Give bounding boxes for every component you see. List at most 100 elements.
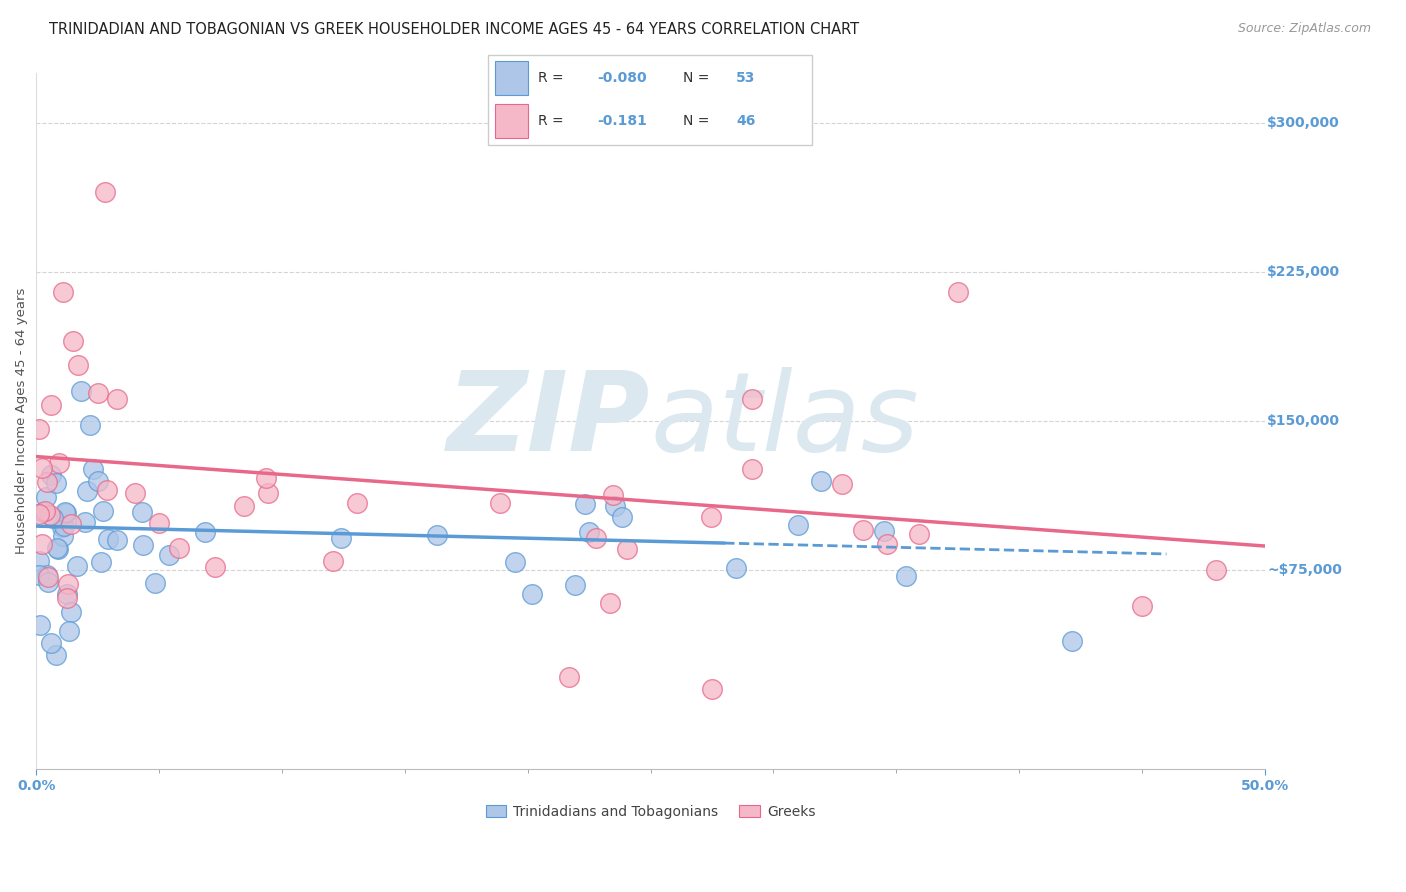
- Text: R =: R =: [538, 114, 564, 128]
- Point: [31, 537, 53, 551]
- Point: [39, 636, 62, 650]
- Point: [56, 577, 79, 591]
- Point: [91, 504, 114, 518]
- Text: 46: 46: [737, 114, 755, 128]
- Point: [45, 541, 67, 555]
- Point: [256, 471, 278, 485]
- Point: [62, 334, 84, 349]
- Text: $225,000: $225,000: [1267, 265, 1340, 278]
- Point: [599, 596, 621, 610]
- Point: [522, 587, 544, 601]
- Point: [578, 524, 600, 539]
- Point: [31, 505, 53, 519]
- Point: [31, 461, 53, 475]
- Text: Source: ZipAtlas.com: Source: ZipAtlas.com: [1237, 22, 1371, 36]
- Text: atlas: atlas: [651, 368, 920, 475]
- Bar: [495, 104, 529, 138]
- Point: [28, 422, 51, 436]
- Text: ZIP: ZIP: [447, 368, 651, 475]
- Point: [124, 486, 146, 500]
- Point: [94, 186, 117, 200]
- Point: [557, 670, 579, 684]
- Point: [194, 524, 217, 539]
- Point: [257, 485, 280, 500]
- Point: [585, 531, 607, 545]
- Point: [41, 398, 63, 412]
- Point: [131, 505, 153, 519]
- Point: [873, 524, 896, 538]
- Text: ~$75,000: ~$75,000: [1267, 563, 1343, 577]
- Point: [907, 526, 929, 541]
- Point: [58, 624, 80, 639]
- Point: [610, 510, 633, 524]
- Point: [87, 386, 110, 401]
- Point: [34, 504, 56, 518]
- Point: [28, 568, 51, 582]
- Point: [426, 528, 449, 542]
- Point: [52, 529, 75, 543]
- Point: [148, 516, 170, 531]
- Text: $300,000: $300,000: [1267, 116, 1340, 129]
- Text: $150,000: $150,000: [1267, 414, 1340, 428]
- Point: [852, 523, 875, 537]
- Point: [105, 533, 128, 547]
- Point: [66, 558, 89, 573]
- Point: [232, 499, 254, 513]
- Point: [700, 682, 723, 697]
- Legend: Trinidadians and Tobagonians, Greeks: Trinidadians and Tobagonians, Greeks: [479, 799, 821, 824]
- Point: [67, 358, 90, 372]
- Point: [37, 475, 59, 489]
- Point: [96, 483, 118, 497]
- Point: [488, 496, 510, 510]
- Point: [700, 510, 723, 524]
- Point: [131, 538, 153, 552]
- Point: [1062, 633, 1084, 648]
- Point: [741, 462, 763, 476]
- Point: [48, 457, 70, 471]
- Point: [60, 606, 83, 620]
- Point: [787, 517, 810, 532]
- Point: [1205, 563, 1227, 577]
- Text: N =: N =: [683, 114, 710, 128]
- Y-axis label: Householder Income Ages 45 - 64 years: Householder Income Ages 45 - 64 years: [15, 287, 28, 554]
- Text: N =: N =: [683, 70, 710, 85]
- Point: [75, 516, 97, 530]
- Point: [45, 648, 67, 663]
- Text: R =: R =: [538, 70, 564, 85]
- Point: [574, 497, 596, 511]
- Point: [322, 554, 344, 568]
- Bar: [495, 61, 529, 95]
- Point: [605, 499, 627, 513]
- Point: [55, 506, 77, 520]
- Point: [45, 476, 67, 491]
- Point: [946, 285, 969, 299]
- Point: [894, 568, 917, 582]
- Point: [46, 541, 69, 556]
- Point: [39, 508, 62, 522]
- Point: [503, 555, 526, 569]
- Point: [28, 554, 51, 568]
- Point: [810, 475, 832, 489]
- Point: [167, 541, 190, 555]
- Point: [97, 532, 120, 546]
- Point: [35, 567, 58, 582]
- Point: [69, 384, 91, 398]
- Point: [876, 536, 898, 550]
- Point: [79, 417, 101, 432]
- Text: -0.181: -0.181: [598, 114, 647, 128]
- Point: [602, 488, 624, 502]
- Point: [143, 575, 166, 590]
- Point: [105, 392, 128, 406]
- Text: TRINIDADIAN AND TOBAGONIAN VS GREEK HOUSEHOLDER INCOME AGES 45 - 64 YEARS CORREL: TRINIDADIAN AND TOBAGONIAN VS GREEK HOUS…: [49, 22, 859, 37]
- Point: [76, 484, 98, 499]
- Point: [1130, 599, 1153, 613]
- Point: [53, 505, 76, 519]
- Point: [52, 285, 75, 299]
- Point: [831, 477, 853, 491]
- Point: [53, 518, 76, 533]
- Point: [35, 490, 58, 504]
- Point: [741, 392, 763, 406]
- Point: [329, 531, 352, 545]
- Point: [42, 511, 65, 525]
- Point: [157, 548, 180, 562]
